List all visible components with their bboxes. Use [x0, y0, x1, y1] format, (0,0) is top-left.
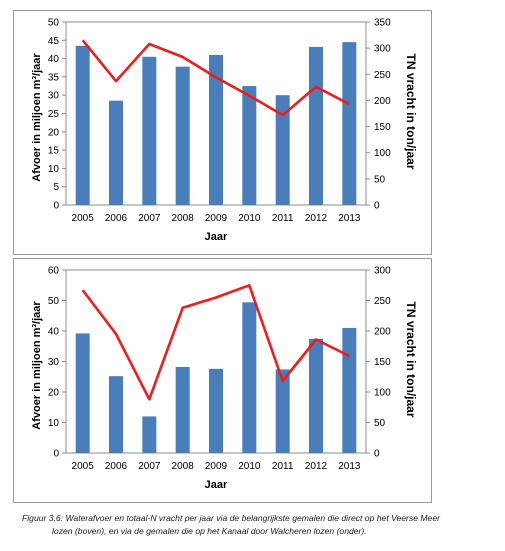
- x-tick-label: 2012: [305, 461, 328, 472]
- y-tick-label-left: 25: [48, 109, 60, 120]
- bar: [309, 338, 323, 453]
- y-tick-label-left: 30: [48, 91, 60, 102]
- x-axis-title: Jaar: [205, 231, 228, 243]
- bar: [342, 42, 357, 205]
- bar: [175, 366, 190, 453]
- bar: [75, 333, 90, 453]
- x-axis-title: Jaar: [205, 479, 228, 491]
- x-tick-label: 2010: [238, 213, 261, 224]
- y-tick-label-right: 100: [374, 388, 391, 399]
- y-tick-label-left: 0: [53, 449, 59, 460]
- x-tick-label: 2008: [172, 213, 195, 224]
- y-tick-label-right: 200: [374, 327, 391, 338]
- y-tick-label-left: 15: [48, 146, 60, 157]
- y-tick-label-left: 20: [48, 388, 60, 399]
- chart-top: 0 5 10 15 20 25 30 35 40 45 50 0 50 100 150 200 250 300 35…: [31, 18, 418, 244]
- y-tick-label-right: 150: [374, 122, 391, 133]
- y-tick-label-left: 30: [48, 357, 60, 368]
- caption-line-1: Figuur 3.6: Waterafvoer en totaal-N vrac…: [22, 513, 440, 523]
- y-tick-label-right: 150: [374, 357, 391, 368]
- bar: [309, 46, 323, 205]
- chart-panel-top: 0 5 10 15 20 25 30 35 40 45 50 0 50 100 150 200 250 300 35…: [13, 10, 432, 255]
- y-tick-label-right: 0: [374, 449, 380, 460]
- bar: [142, 416, 157, 453]
- bar: [242, 86, 257, 205]
- bar: [142, 56, 157, 205]
- y-axis-title-right: TN vracht in ton/jaar: [404, 301, 418, 417]
- y-tick-label-right: 0: [374, 201, 380, 212]
- bar: [342, 327, 357, 453]
- y-tick-label-left: 10: [48, 418, 60, 429]
- y-tick-label-left: 0: [53, 201, 59, 212]
- y-tick-label-left: 50: [48, 18, 60, 29]
- x-tick-label: 2005: [72, 213, 95, 224]
- bar: [109, 376, 123, 453]
- x-tick-label: 2009: [205, 213, 228, 224]
- y-axis-title-right: TN vracht in ton/jaar: [404, 53, 418, 169]
- y-tick-label-right: 50: [374, 418, 386, 429]
- chart-bottom: 0 10 20 30 40 50 60 0 50 100 150 200 250 300 2005 2006 2…: [31, 266, 418, 492]
- y-tick-label-right: 100: [374, 148, 391, 159]
- y-tick-label-right: 200: [374, 96, 391, 107]
- y-tick-label-right: 250: [374, 296, 391, 307]
- series-line: [81, 283, 350, 401]
- x-tick-label: 2010: [238, 461, 261, 472]
- y-tick-label-left: 60: [48, 266, 60, 277]
- figure-caption: Figuur 3.6: Waterafvoer en totaal-N vrac…: [22, 512, 502, 538]
- x-tick-label: 2011: [272, 461, 294, 472]
- caption-line-2: lozen (boven), en via de gemalen die op …: [52, 526, 367, 536]
- x-tick-label: 2009: [205, 461, 228, 472]
- series-line: [81, 39, 350, 117]
- y-tick-label-right: 350: [374, 18, 391, 29]
- y-tick-label-left: 40: [48, 327, 60, 338]
- y-tick-label-left: 10: [48, 164, 60, 175]
- x-tick-label: 2006: [105, 213, 128, 224]
- x-tick-label: 2011: [272, 213, 294, 224]
- bar: [242, 302, 257, 453]
- y-tick-label-right: 300: [374, 266, 391, 277]
- y-axis-title-left: Afvoer in miljoen m³/jaar: [31, 53, 43, 182]
- x-tick-label: 2013: [338, 213, 361, 224]
- y-axis-title-left: Afvoer in miljoen m³/jaar: [31, 301, 43, 430]
- y-tick-label-left: 45: [48, 36, 60, 47]
- y-tick-label-right: 250: [374, 70, 391, 81]
- x-tick-label: 2007: [138, 461, 161, 472]
- x-tick-label: 2008: [172, 461, 195, 472]
- bar: [209, 54, 223, 205]
- x-tick-label: 2005: [72, 461, 95, 472]
- bar: [275, 95, 290, 205]
- y-tick-label-left: 40: [48, 54, 60, 65]
- y-tick-label-left: 35: [48, 72, 60, 83]
- bar: [175, 66, 190, 205]
- bar: [75, 45, 90, 205]
- bar: [275, 369, 290, 453]
- y-tick-label-left: 5: [53, 182, 59, 193]
- x-tick-label: 2012: [305, 213, 328, 224]
- x-tick-label: 2013: [338, 461, 361, 472]
- chart-panel-bottom: 0 10 20 30 40 50 60 0 50 100 150 200 250 300 2005 2006 2…: [13, 258, 432, 503]
- y-tick-label-left: 20: [48, 127, 60, 138]
- y-tick-label-right: 50: [374, 174, 386, 185]
- x-tick-label: 2006: [105, 461, 128, 472]
- y-tick-label-left: 50: [48, 296, 60, 307]
- x-tick-label: 2007: [138, 213, 161, 224]
- y-tick-label-right: 300: [374, 44, 391, 55]
- bar: [109, 100, 123, 205]
- bar: [209, 368, 223, 453]
